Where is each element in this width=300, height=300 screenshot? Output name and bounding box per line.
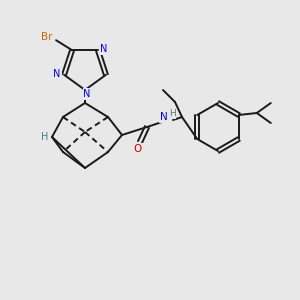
Text: O: O <box>134 144 142 154</box>
Text: N: N <box>53 69 61 79</box>
Text: N: N <box>160 112 168 122</box>
Text: N: N <box>83 89 91 99</box>
Text: H: H <box>41 132 49 142</box>
Text: N: N <box>100 44 108 54</box>
Text: Br: Br <box>41 32 53 42</box>
Text: H: H <box>169 110 176 118</box>
